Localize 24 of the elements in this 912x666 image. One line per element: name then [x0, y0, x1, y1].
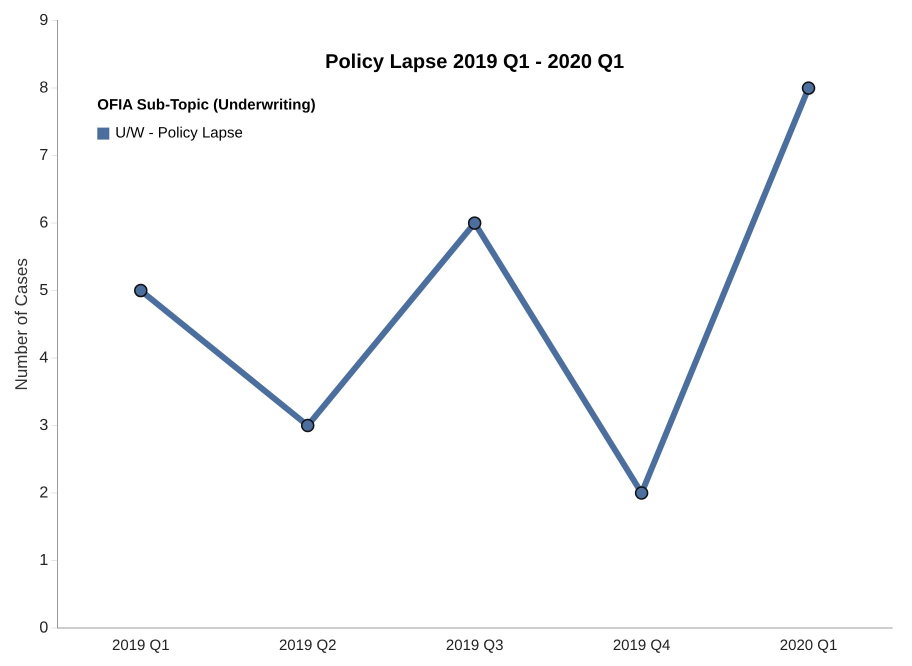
y-tick-label: 1	[39, 552, 48, 569]
x-tick-label: 2019 Q4	[612, 637, 670, 654]
x-tick-label: 2019 Q1	[112, 637, 170, 654]
legend-label: U/W - Policy Lapse	[115, 124, 243, 142]
x-tick-label: 2019 Q3	[446, 637, 504, 654]
legend-title: OFIA Sub-Topic (Underwriting)	[97, 96, 316, 114]
y-tick-label: 5	[39, 282, 48, 299]
y-tick-label: 4	[39, 349, 48, 366]
y-tick-label: 9	[39, 12, 48, 30]
y-tick-label: 6	[39, 214, 48, 232]
y-tick-label: 2	[39, 484, 48, 502]
x-tick-label: 2020 Q1	[780, 637, 838, 654]
point	[300, 418, 314, 432]
x-tick-label: 2019 Q2	[278, 637, 336, 654]
y-tick-label: 3	[39, 416, 48, 434]
y-tick-label: 0	[39, 619, 48, 636]
point	[634, 486, 648, 500]
y-axis-title: Number of Cases	[12, 258, 31, 390]
point	[134, 284, 148, 298]
point	[468, 216, 482, 230]
y-tick-label: 8	[39, 79, 48, 96]
point	[802, 81, 816, 95]
text: Policy Lapse 2019 Q1 - 2020 Q1	[325, 51, 624, 74]
y-tick-label: 7	[39, 146, 48, 164]
